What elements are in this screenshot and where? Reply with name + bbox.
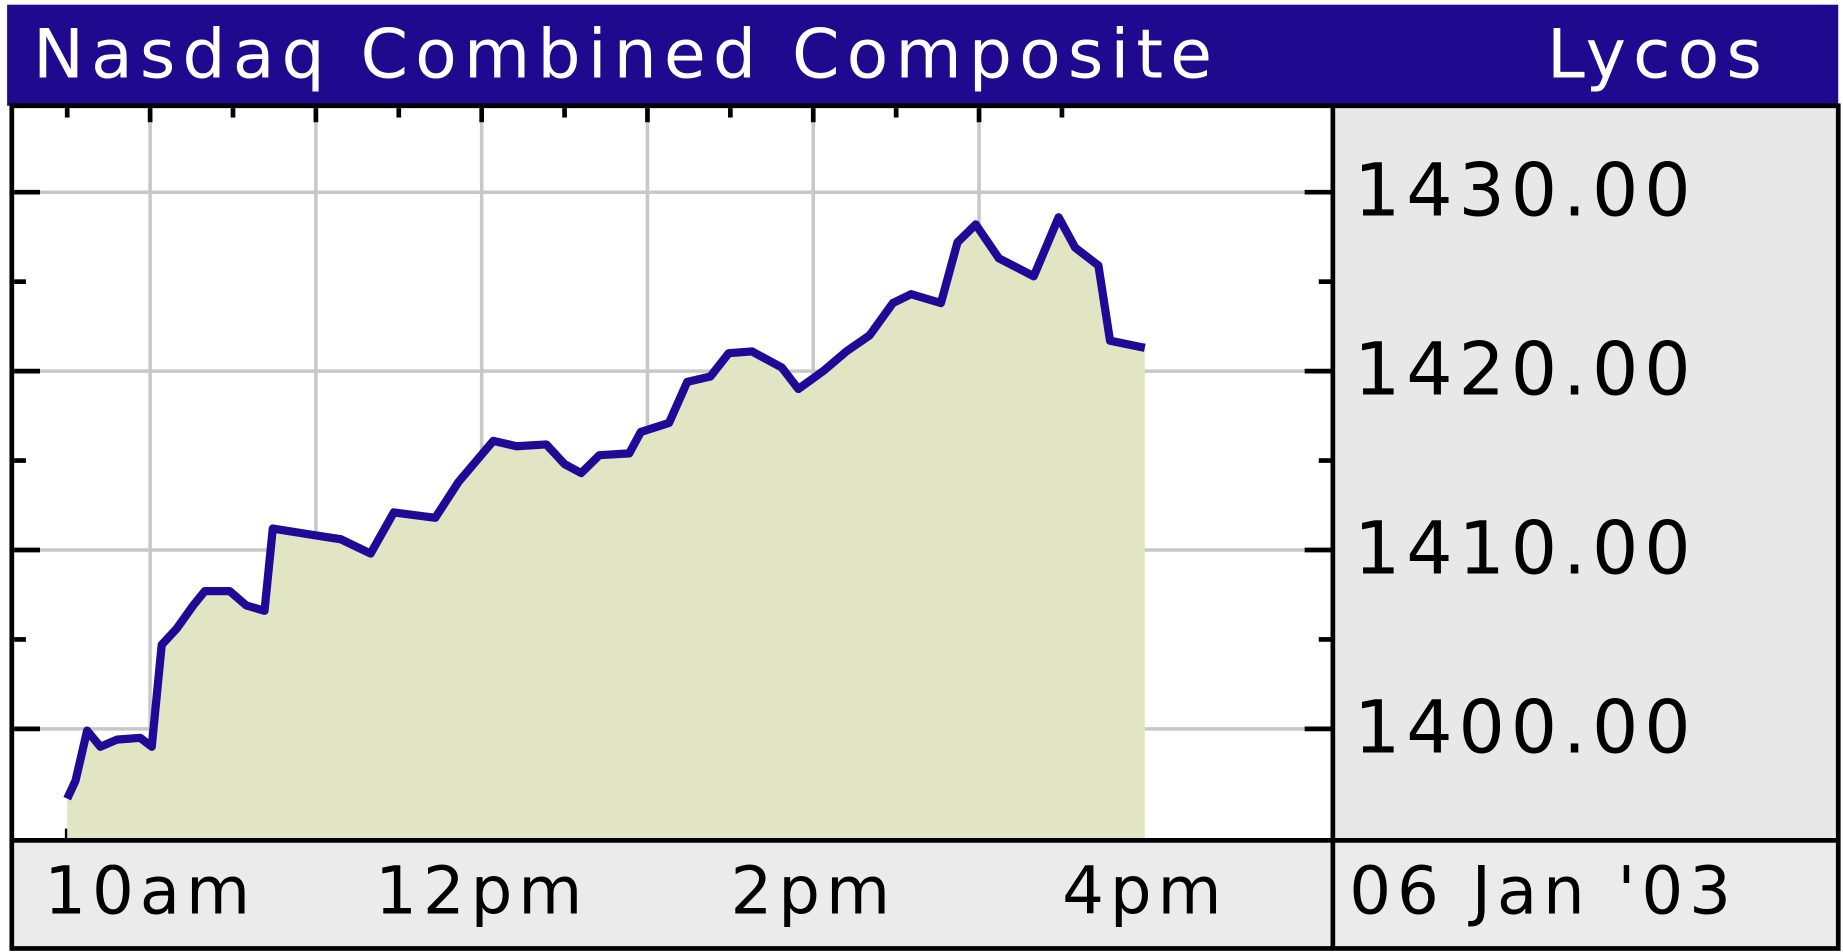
x-tick-label: 12pm [375, 853, 588, 930]
source: Lycos [1547, 15, 1769, 94]
x-tick-label: 2pm [731, 853, 896, 930]
title-bar [7, 4, 1839, 106]
price-line [63, 213, 1146, 801]
y-tick-label: 1410.00 [1354, 507, 1696, 592]
y-tick-label: 1420.00 [1354, 328, 1696, 413]
date: 06 Jan '03 [1349, 853, 1737, 930]
x-axis-panel [14, 842, 1836, 947]
x-tick-label: 10am [44, 853, 256, 930]
area-fill [67, 217, 1145, 838]
y-tick-label: 1430.00 [1354, 149, 1696, 234]
chart-title: Nasdaq Combined Composite [33, 15, 1219, 94]
x-tick-label: 4pm [1062, 853, 1227, 930]
y-axis-panel [1335, 108, 1836, 838]
plot-layer [14, 108, 1331, 838]
y-tick-label: 1400.00 [1354, 685, 1696, 770]
frame [9, 103, 1841, 951]
